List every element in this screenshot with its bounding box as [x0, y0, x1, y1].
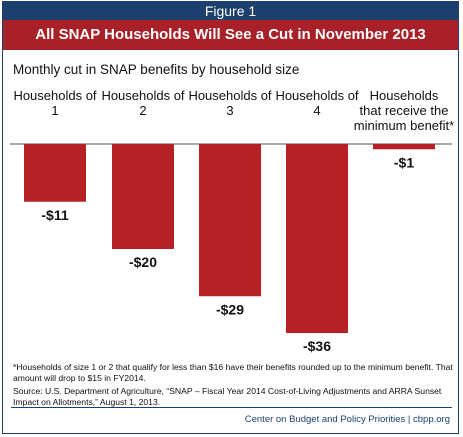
- category-label-5-line-1: Households: [370, 88, 439, 103]
- category-label-3-line-1: Households of: [188, 88, 271, 103]
- bar-1: [24, 144, 86, 202]
- value-label-4: -$36: [303, 338, 331, 354]
- category-label-1-line-1: Households of: [13, 88, 96, 103]
- bar-4: [286, 144, 348, 333]
- figure-frame: Figure 1 All SNAP Households Will See a …: [2, 1, 459, 434]
- category-label-2-line-2: 2: [139, 103, 146, 118]
- footnotes: *Households of size 1 or 2 that qualify …: [13, 362, 453, 410]
- value-label-3: -$29: [216, 301, 244, 317]
- category-label-5-line-2: that receive the: [360, 103, 449, 118]
- chart-title: All SNAP Households Will See a Cut in No…: [3, 20, 458, 50]
- value-label-5: -$1: [394, 154, 414, 170]
- footnote-source: Source: U.S. Department of Agriculture, …: [13, 386, 442, 407]
- category-label-4-line-2: 4: [313, 103, 320, 118]
- value-label-2: -$20: [129, 254, 157, 270]
- category-label-2-line-1: Households of: [101, 88, 184, 103]
- footer-divider: [11, 407, 452, 408]
- category-label-4-line-1: Households of: [275, 88, 358, 103]
- category-label-1-line-2: 1: [51, 103, 58, 118]
- value-label-1: -$11: [41, 207, 68, 223]
- footnote-asterisk: *Households of size 1 or 2 that qualify …: [13, 362, 453, 383]
- chart-subtitle: Monthly cut in SNAP benefits by househol…: [13, 62, 300, 77]
- credit-line: Center on Budget and Policy Priorities |…: [244, 414, 450, 425]
- category-label-5-line-3: minimum benefit*: [354, 118, 454, 133]
- figure-label: Figure 1: [3, 2, 458, 20]
- bar-5: [373, 144, 435, 150]
- bar-2: [112, 144, 174, 249]
- bar-3: [199, 144, 261, 297]
- category-label-3-line-2: 3: [226, 103, 233, 118]
